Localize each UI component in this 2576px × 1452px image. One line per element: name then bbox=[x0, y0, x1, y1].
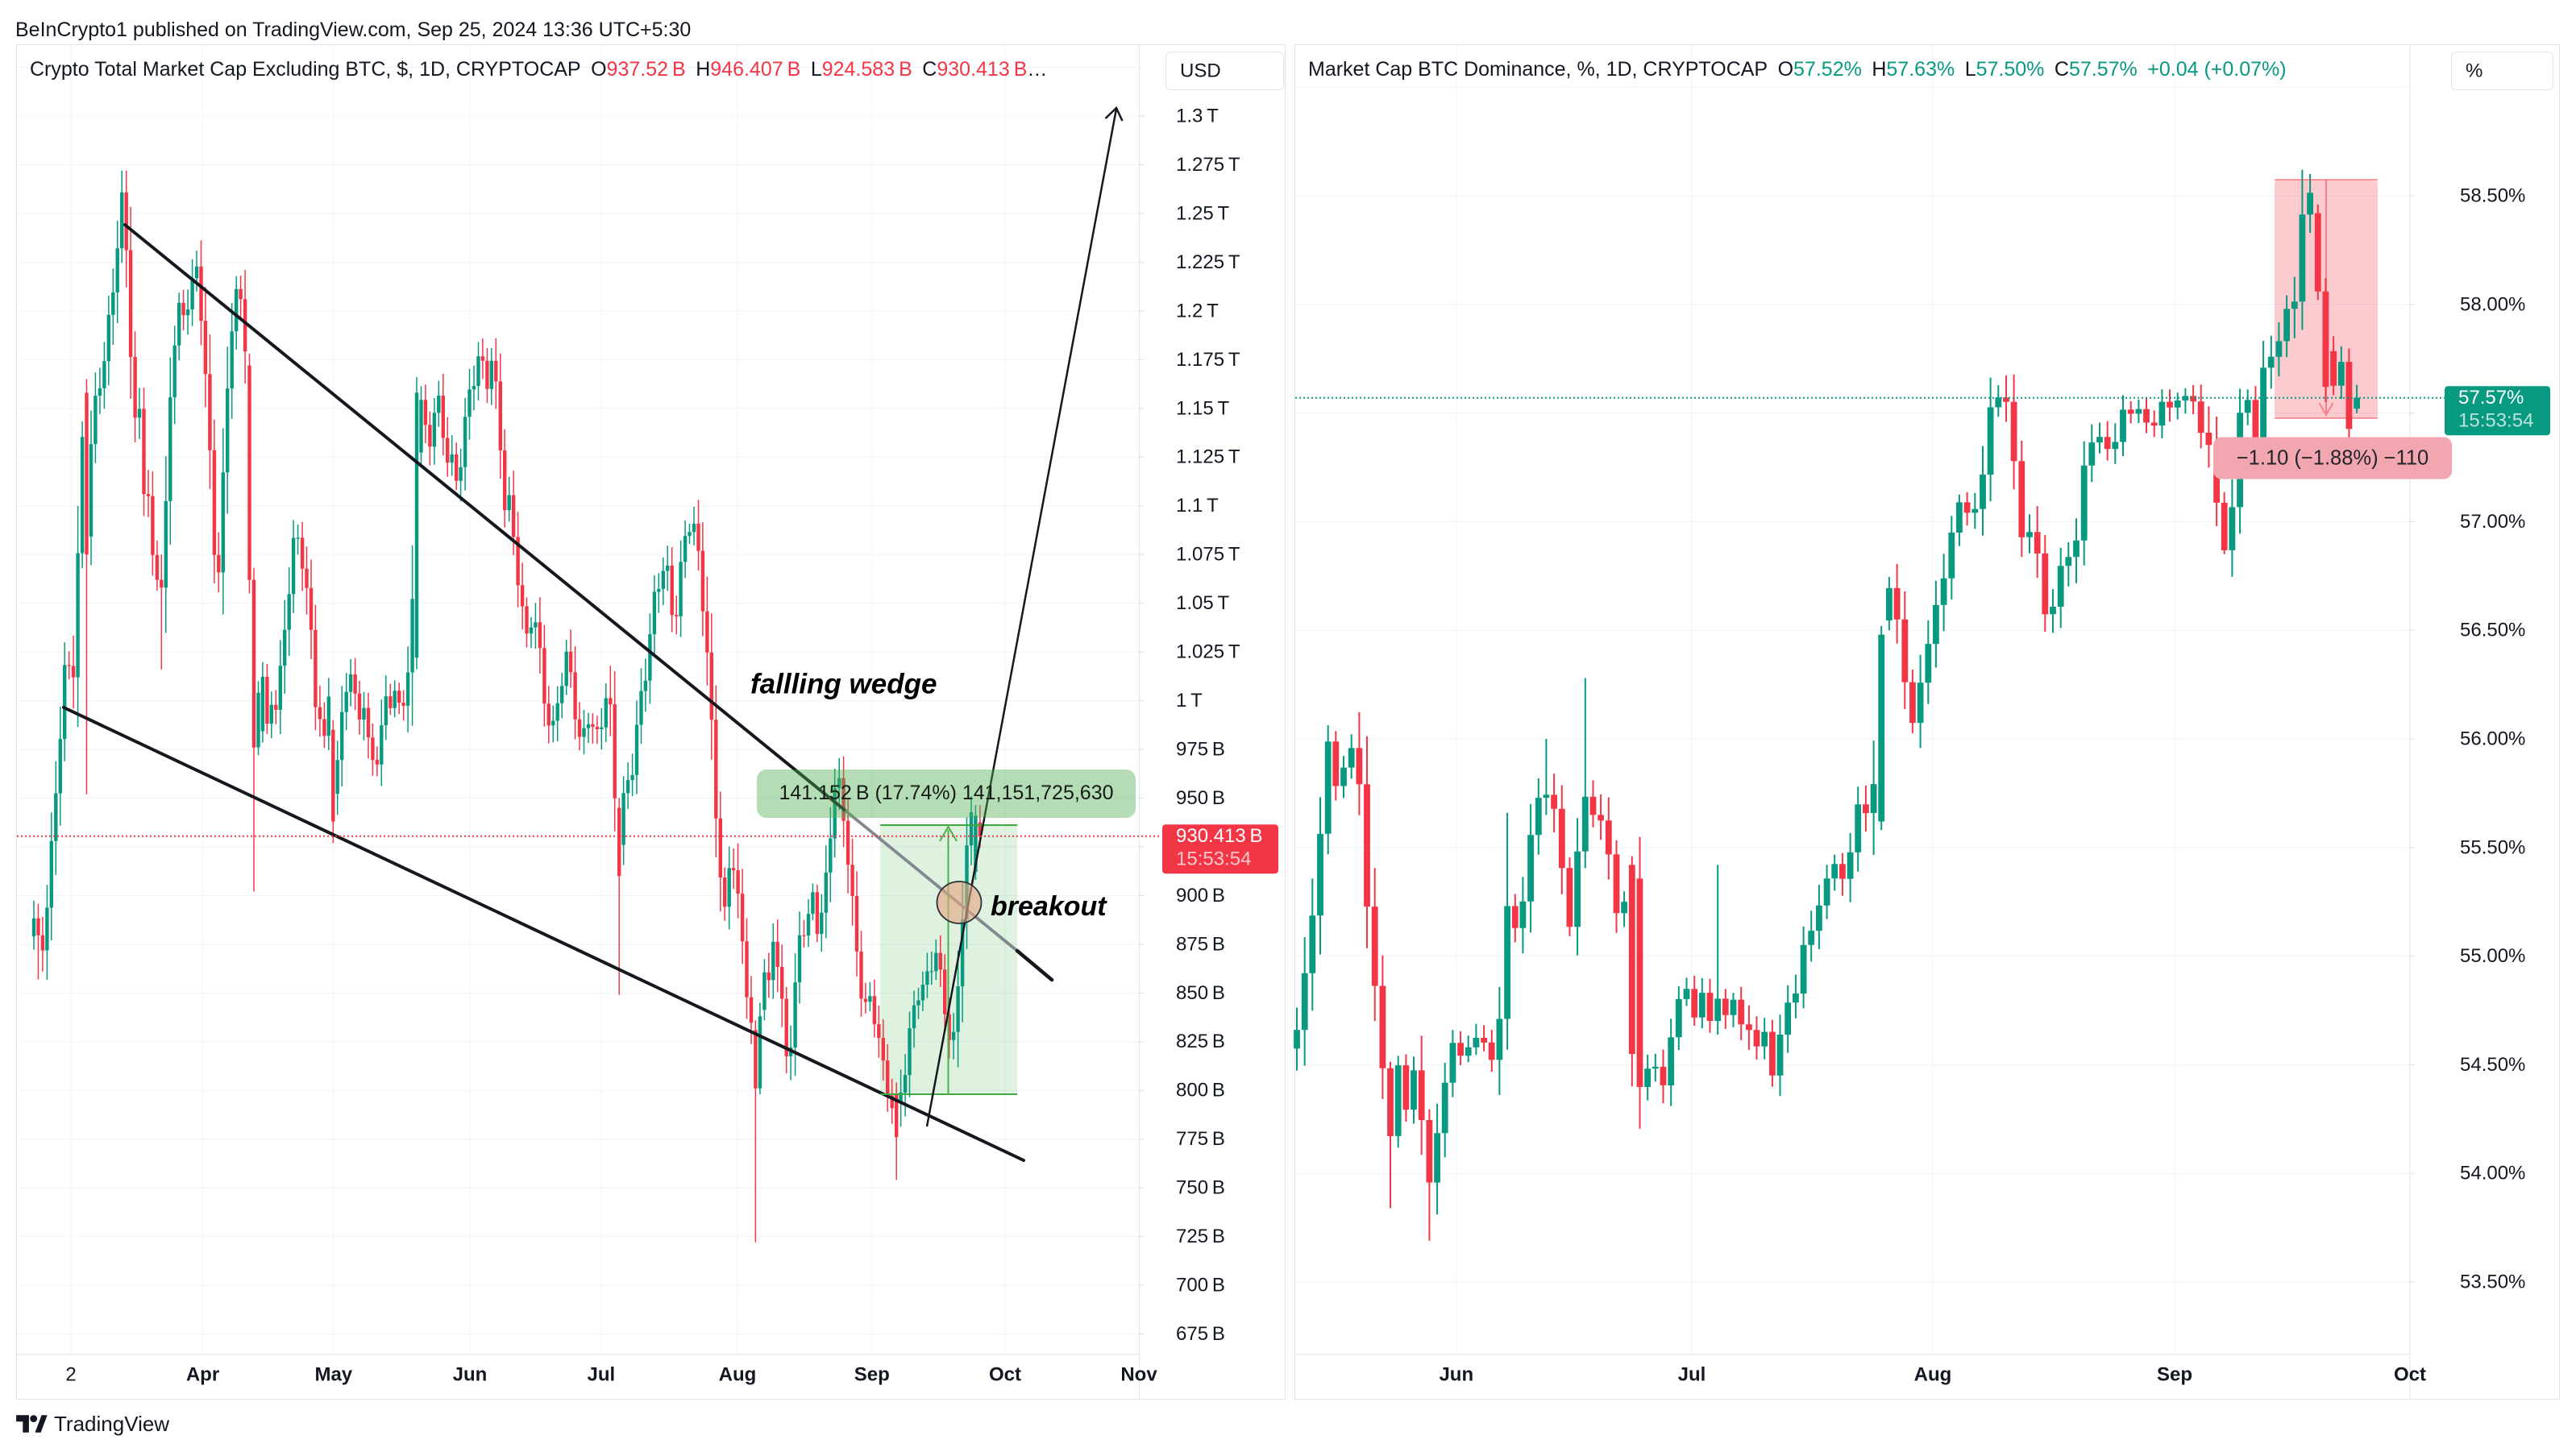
svg-text:Sep: Sep bbox=[2157, 1364, 2192, 1386]
svg-text:57.57%: 57.57% bbox=[2458, 387, 2524, 409]
svg-text:850 B: 850 B bbox=[1176, 982, 1225, 1004]
svg-text:1.15 T: 1.15 T bbox=[1176, 397, 1230, 419]
svg-text:1.175 T: 1.175 T bbox=[1176, 349, 1240, 371]
svg-text:1.275 T: 1.275 T bbox=[1176, 154, 1240, 176]
svg-text:1.025 T: 1.025 T bbox=[1176, 641, 1240, 663]
svg-text:Aug: Aug bbox=[719, 1364, 757, 1386]
svg-text:Jul: Jul bbox=[1678, 1364, 1706, 1386]
svg-text:1 T: 1 T bbox=[1176, 690, 1203, 711]
svg-text:1.225 T: 1.225 T bbox=[1176, 251, 1240, 273]
svg-text:1.075 T: 1.075 T bbox=[1176, 544, 1240, 566]
svg-text:2: 2 bbox=[65, 1364, 76, 1386]
svg-text:1.25 T: 1.25 T bbox=[1176, 202, 1230, 224]
svg-text:1.05 T: 1.05 T bbox=[1176, 592, 1230, 614]
svg-text:Sep: Sep bbox=[854, 1364, 890, 1386]
svg-text:58.00%: 58.00% bbox=[2460, 293, 2525, 315]
svg-text:Apr: Apr bbox=[186, 1364, 219, 1386]
svg-text:141.152 B (17.74%) 141,151,725: 141.152 B (17.74%) 141,151,725,630 bbox=[779, 782, 1113, 804]
svg-text:BeInCrypto1 published on Tradi: BeInCrypto1 published on TradingView.com… bbox=[15, 19, 691, 41]
svg-text:53.50%: 53.50% bbox=[2460, 1272, 2525, 1293]
svg-text:fallling wedge: fallling wedge bbox=[750, 669, 937, 700]
svg-text:975 B: 975 B bbox=[1176, 739, 1225, 761]
svg-text:950 B: 950 B bbox=[1176, 787, 1225, 809]
svg-text:58.50%: 58.50% bbox=[2460, 185, 2525, 207]
svg-text:700 B: 700 B bbox=[1176, 1275, 1225, 1296]
svg-text:Oct: Oct bbox=[2394, 1364, 2426, 1386]
svg-text:930.413 B: 930.413 B bbox=[1176, 825, 1263, 847]
svg-text:Nov: Nov bbox=[1120, 1364, 1157, 1386]
svg-text:675 B: 675 B bbox=[1176, 1323, 1225, 1345]
svg-text:%: % bbox=[2466, 60, 2483, 82]
svg-text:55.50%: 55.50% bbox=[2460, 836, 2525, 858]
svg-text:May: May bbox=[314, 1364, 352, 1386]
svg-text:TradingView: TradingView bbox=[54, 1412, 169, 1436]
svg-text:57.00%: 57.00% bbox=[2460, 511, 2525, 533]
svg-text:54.50%: 54.50% bbox=[2460, 1054, 2525, 1076]
svg-text:725 B: 725 B bbox=[1176, 1226, 1225, 1247]
svg-text:1.125 T: 1.125 T bbox=[1176, 446, 1240, 468]
svg-text:15:53:54: 15:53:54 bbox=[2458, 410, 2533, 432]
svg-text:−1.10 (−1.88%) −110: −1.10 (−1.88%) −110 bbox=[2237, 447, 2429, 470]
svg-text:56.00%: 56.00% bbox=[2460, 728, 2525, 750]
svg-text:56.50%: 56.50% bbox=[2460, 620, 2525, 641]
svg-text:875 B: 875 B bbox=[1176, 933, 1225, 955]
svg-text:Market Cap BTC Dominance, %, 1: Market Cap BTC Dominance, %, 1D, CRYPTOC… bbox=[1308, 58, 2287, 81]
svg-text:900 B: 900 B bbox=[1176, 885, 1225, 906]
svg-text:15:53:54: 15:53:54 bbox=[1176, 848, 1251, 870]
svg-text:1.2 T: 1.2 T bbox=[1176, 300, 1219, 322]
svg-text:1.1 T: 1.1 T bbox=[1176, 495, 1219, 516]
svg-text:825 B: 825 B bbox=[1176, 1031, 1225, 1052]
svg-text:Jun: Jun bbox=[1439, 1364, 1473, 1386]
svg-text:USD: USD bbox=[1180, 60, 1221, 82]
svg-text:800 B: 800 B bbox=[1176, 1080, 1225, 1101]
svg-text:1.3 T: 1.3 T bbox=[1176, 106, 1219, 127]
svg-text:Oct: Oct bbox=[989, 1364, 1021, 1386]
svg-text:Jul: Jul bbox=[588, 1364, 616, 1386]
svg-text:Aug: Aug bbox=[1914, 1364, 1952, 1386]
svg-text:Jun: Jun bbox=[453, 1364, 488, 1386]
svg-text:54.00%: 54.00% bbox=[2460, 1163, 2525, 1184]
svg-text:775 B: 775 B bbox=[1176, 1128, 1225, 1150]
svg-text:750 B: 750 B bbox=[1176, 1177, 1225, 1199]
svg-text:Crypto Total Market Cap Exclud: Crypto Total Market Cap Excluding BTC, $… bbox=[30, 58, 1047, 81]
svg-text:breakout: breakout bbox=[991, 891, 1107, 922]
svg-text:55.00%: 55.00% bbox=[2460, 945, 2525, 967]
